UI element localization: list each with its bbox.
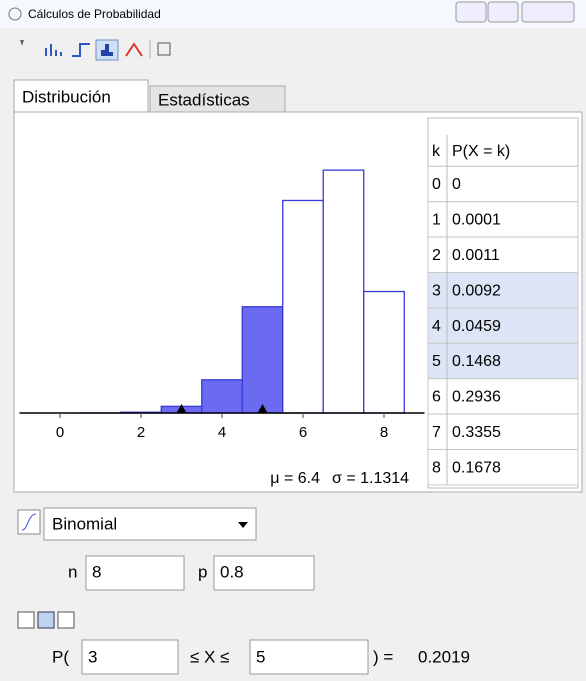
table-row: [427, 307, 579, 344]
histogram-icon: [101, 44, 113, 56]
param-value[interactable]: 0.8: [220, 562, 244, 581]
param-input[interactable]: [213, 555, 315, 591]
table-k: 4: [432, 318, 441, 335]
table-row: [427, 449, 579, 486]
sd-label: σ = 1.1314: [332, 470, 409, 487]
table-k: 2: [432, 247, 441, 264]
cumulative-icon: [21, 513, 37, 531]
minimize[interactable]: [455, 1, 487, 23]
table-prob: 0.0092: [452, 282, 501, 299]
table-header: P(X = k): [452, 143, 510, 160]
table-prob: 0.2936: [452, 389, 501, 406]
tab-inactive[interactable]: [149, 85, 286, 113]
table-k: 8: [432, 459, 441, 476]
close[interactable]: [521, 1, 575, 23]
table-prob: 0.0001: [452, 212, 501, 229]
table-k: 3: [432, 282, 441, 299]
low-input[interactable]: [81, 639, 179, 675]
param-label: n: [68, 562, 77, 581]
distribution-name[interactable]: Binomial: [52, 514, 117, 533]
right-tail[interactable]: [57, 611, 75, 629]
table-header: k: [432, 143, 441, 160]
table-prob: 0.1468: [452, 353, 501, 370]
result: 0.2019: [418, 647, 470, 666]
table-row: [427, 201, 579, 238]
interval-marker: [257, 404, 268, 413]
table-k: 1: [432, 212, 441, 229]
x-tick-label: 2: [137, 424, 145, 441]
x-tick-label: 6: [299, 424, 307, 441]
table-k: 0: [432, 176, 441, 193]
toolbar: [20, 39, 171, 61]
window-buttons[interactable]: [455, 1, 575, 23]
x-tick-label: 8: [380, 424, 388, 441]
x-tick-label: 0: [56, 424, 64, 441]
table-prob: 0: [452, 176, 461, 193]
table-row: [427, 378, 579, 415]
table-prob: 0.3355: [452, 424, 501, 441]
param-input[interactable]: [85, 555, 185, 591]
table-k: 5: [432, 353, 441, 370]
table-row: [427, 236, 579, 274]
prob-table: k P(X = k) 0 0 1 0.0001 2 0.0011 3 0.0092 4 0.0459 5…: [427, 117, 579, 489]
distribution-dropdown[interactable]: [43, 507, 257, 541]
table-row: [427, 342, 579, 380]
interval-marker: [176, 404, 187, 413]
high-value[interactable]: 5: [256, 647, 265, 666]
table-row: [427, 272, 579, 309]
tab-active[interactable]: [13, 79, 149, 114]
table-k: 6: [432, 389, 441, 406]
interval-mode[interactable]: [17, 611, 75, 629]
bar-mode[interactable]: [45, 44, 62, 56]
chart: 0 2 4 6 8: [19, 169, 425, 441]
bar: [201, 379, 243, 414]
table-row: [427, 413, 579, 451]
bar: [322, 169, 365, 414]
interval-prefix: P(: [52, 647, 69, 666]
bar: [363, 290, 405, 414]
param-label: p: [198, 562, 207, 581]
tab-label[interactable]: Distribución: [22, 87, 111, 106]
param-value[interactable]: 8: [92, 562, 101, 581]
left-tail[interactable]: [17, 611, 35, 629]
table-k: 7: [432, 424, 441, 441]
table-prob: 0.0011: [452, 247, 500, 264]
bar: [241, 306, 284, 414]
table-prob: 0.0459: [452, 318, 501, 335]
cumulative-toggle[interactable]: [17, 509, 41, 535]
x-tick-label: 4: [218, 424, 226, 441]
interval-between: ≤ X ≤: [190, 647, 229, 666]
bar: [282, 199, 324, 414]
toolbar-menu[interactable]: [20, 40, 24, 46]
window-title: Cálculos de Probabilidad: [28, 7, 161, 21]
tab-label[interactable]: Estadísticas: [158, 90, 250, 109]
app-icon: [8, 7, 22, 21]
dropdown-arrow: [238, 522, 248, 528]
interval[interactable]: [37, 611, 55, 629]
normal-overlay[interactable]: [125, 42, 143, 57]
table-row: [427, 165, 579, 203]
mean-label: μ = 6.4: [270, 470, 320, 487]
export[interactable]: [157, 42, 171, 56]
low-value[interactable]: 3: [88, 647, 97, 666]
high-input[interactable]: [249, 639, 369, 675]
maximize[interactable]: [487, 1, 519, 23]
interval-close: ) =: [373, 647, 393, 666]
step-mode[interactable]: [72, 43, 90, 57]
table-prob: 0.1678: [452, 459, 501, 476]
